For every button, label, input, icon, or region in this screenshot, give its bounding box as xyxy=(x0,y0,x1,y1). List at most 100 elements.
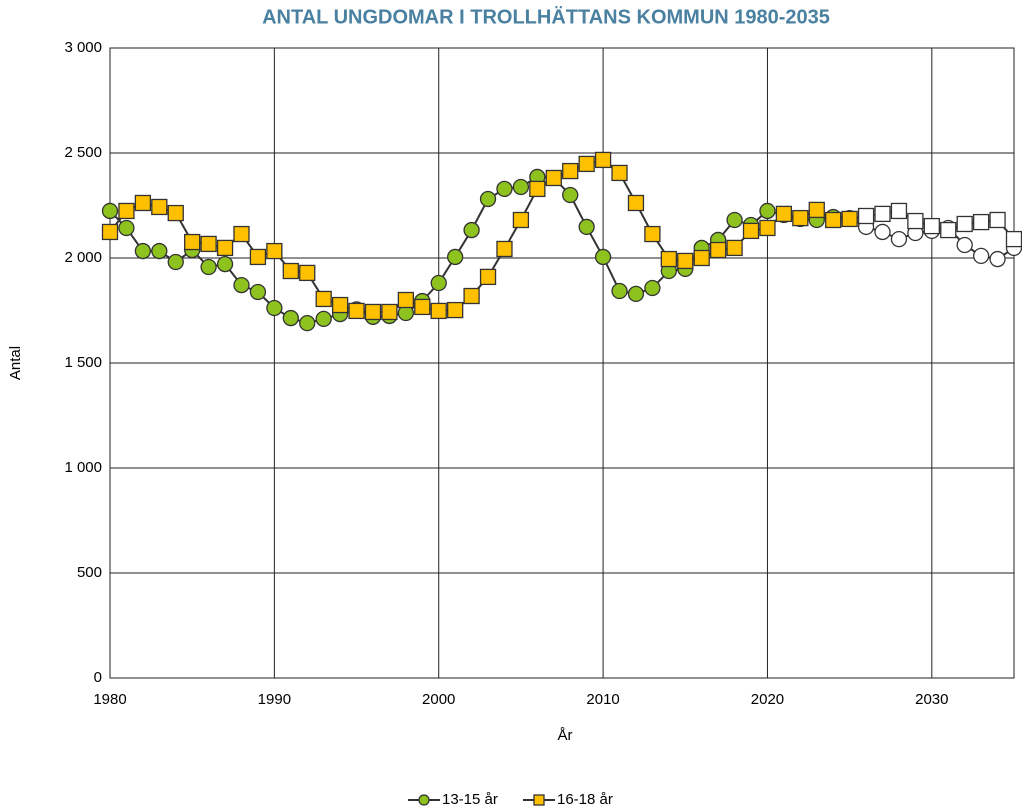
point xyxy=(956,236,973,254)
point xyxy=(644,225,661,243)
point xyxy=(545,169,562,187)
point xyxy=(233,225,250,243)
point xyxy=(233,276,250,294)
point xyxy=(101,202,119,220)
point xyxy=(874,205,891,223)
point xyxy=(216,255,234,273)
point xyxy=(200,235,217,253)
point xyxy=(808,201,825,219)
y-tick-label: 3 000 xyxy=(64,39,102,56)
point xyxy=(578,218,595,236)
point xyxy=(348,302,365,320)
y-tick-label: 1 000 xyxy=(64,459,102,476)
point xyxy=(249,248,267,266)
point xyxy=(742,222,760,240)
y-tick-label: 2 000 xyxy=(64,249,102,266)
legend-label: 16-18 år xyxy=(557,791,613,808)
point xyxy=(792,209,809,227)
point xyxy=(759,219,776,237)
point xyxy=(857,207,875,225)
point xyxy=(118,202,135,220)
point xyxy=(134,242,152,260)
point xyxy=(775,205,793,223)
point xyxy=(972,247,990,265)
point xyxy=(627,285,645,303)
point xyxy=(266,242,283,260)
point xyxy=(447,248,464,266)
x-axis-label: År xyxy=(558,727,573,744)
point xyxy=(989,250,1006,268)
point xyxy=(594,151,612,169)
y-tick-label: 1 500 xyxy=(64,354,102,371)
y-axis-label: Antal xyxy=(7,346,24,380)
legend-marker xyxy=(418,794,430,806)
point xyxy=(397,291,415,309)
chart-title: ANTAL UNGDOMAR I TROLLHÄTTANS KOMMUN 198… xyxy=(262,5,830,28)
point xyxy=(479,190,497,208)
point xyxy=(677,252,694,270)
point xyxy=(890,202,908,220)
point xyxy=(134,194,152,212)
x-tick-label: 2000 xyxy=(422,691,455,708)
legend-marker xyxy=(533,794,545,806)
point xyxy=(512,178,530,196)
point xyxy=(874,223,891,241)
point xyxy=(101,223,119,241)
point xyxy=(562,186,579,204)
point xyxy=(496,180,513,198)
point xyxy=(381,303,398,321)
point xyxy=(200,258,217,276)
point xyxy=(693,249,710,267)
point xyxy=(315,310,332,328)
point xyxy=(759,202,776,220)
x-tick-label: 2030 xyxy=(915,691,948,708)
point xyxy=(512,211,530,229)
point xyxy=(266,299,283,317)
point xyxy=(890,230,908,248)
point xyxy=(331,296,349,314)
point xyxy=(479,268,497,286)
x-tick-label: 2020 xyxy=(751,691,784,708)
plot-frame xyxy=(109,47,1015,679)
point xyxy=(709,241,727,259)
point xyxy=(151,242,168,260)
series-line xyxy=(109,175,1015,325)
point xyxy=(726,211,743,229)
point xyxy=(463,221,480,239)
point xyxy=(299,264,316,282)
point xyxy=(118,219,135,237)
point xyxy=(447,301,464,319)
x-tick-label: 2010 xyxy=(586,691,619,708)
point xyxy=(315,290,332,308)
y-tick-label: 0 xyxy=(94,669,102,686)
point xyxy=(496,240,513,258)
point xyxy=(940,221,957,239)
point xyxy=(414,298,431,316)
point xyxy=(167,204,184,222)
point xyxy=(611,282,628,300)
point xyxy=(299,314,316,332)
point xyxy=(578,155,595,173)
point xyxy=(627,194,645,212)
point xyxy=(562,162,579,180)
point xyxy=(249,283,267,301)
point xyxy=(956,215,973,233)
point xyxy=(726,239,743,257)
point xyxy=(151,198,168,216)
point xyxy=(825,211,842,229)
y-tick-label: 2 500 xyxy=(64,144,102,161)
point xyxy=(529,180,546,198)
point xyxy=(907,212,924,230)
point xyxy=(282,262,299,280)
point xyxy=(660,250,677,268)
point xyxy=(216,239,234,257)
point xyxy=(364,303,382,321)
y-tick-label: 500 xyxy=(77,564,102,581)
point xyxy=(644,279,661,297)
x-tick-label: 1980 xyxy=(93,691,126,708)
legend-label: 13-15 år xyxy=(442,791,498,808)
point xyxy=(989,211,1006,229)
point xyxy=(594,248,612,266)
point xyxy=(972,213,990,231)
